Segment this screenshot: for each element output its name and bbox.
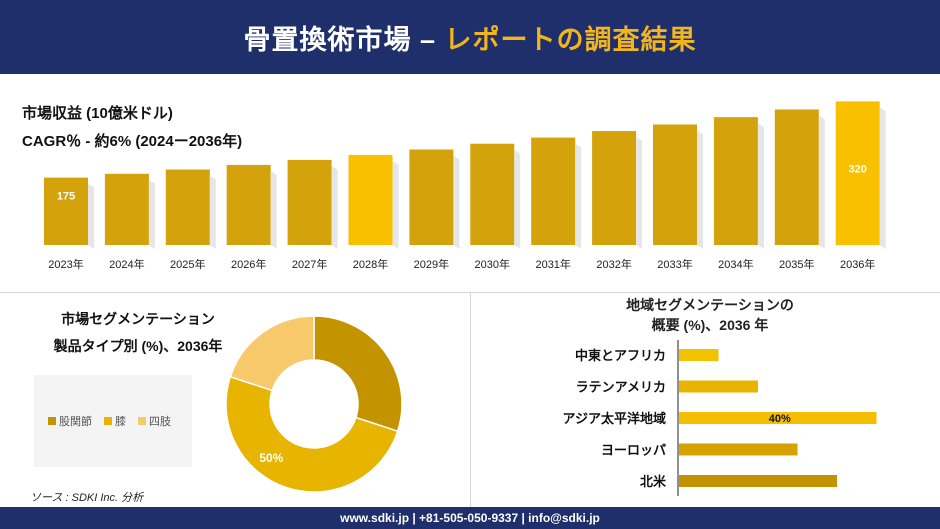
revenue-year-label: 2025年 <box>170 257 205 271</box>
legend-label-extremities: 四肢 <box>149 416 171 428</box>
revenue-bar-shadow <box>818 115 825 249</box>
revenue-bar <box>44 177 88 245</box>
revenue-bar <box>104 173 149 245</box>
legend-item-extremities: 四肢 <box>138 413 171 429</box>
donut-slice <box>313 315 403 433</box>
region-title-line1: 地域セグメンテーションの <box>626 297 794 313</box>
revenue-bar <box>774 109 819 245</box>
revenue-year-label: 2030年 <box>475 257 510 271</box>
region-bar <box>679 412 877 424</box>
region-bar <box>679 443 798 456</box>
revenue-label: 市場収益 (10億米ドル) <box>22 105 173 122</box>
revenue-bar <box>653 124 697 245</box>
region-category-label: ヨーロッパ <box>601 443 666 458</box>
section-divider-horizontal <box>0 292 940 293</box>
revenue-bar-shadow <box>148 179 155 249</box>
section-divider-vertical <box>470 293 471 507</box>
segment-title-line1: 市場セグメンテーション <box>61 311 215 327</box>
legend-swatch-extremities <box>138 417 146 425</box>
revenue-bar-shadow <box>757 123 764 249</box>
legend-item-hip: 股関節 <box>48 413 92 429</box>
revenue-bar <box>531 137 576 245</box>
donut-slice <box>229 315 315 392</box>
revenue-year-label: 2029年 <box>414 257 449 271</box>
product-type-donut-chart: 50% <box>225 315 403 493</box>
region-bar <box>679 475 837 487</box>
revenue-bar-shadow <box>575 143 582 249</box>
revenue-bar-shadow <box>270 170 277 249</box>
revenue-bar <box>470 143 515 245</box>
revenue-year-label: 2024年 <box>109 257 144 271</box>
revenue-data-label: 175 <box>57 191 75 203</box>
revenue-year-label: 2026年 <box>231 257 266 271</box>
revenue-bar-shadow <box>209 175 216 249</box>
segment-title-line2: 製品タイプ別 (%)、2036年 <box>53 338 223 354</box>
revenue-bar-shadow <box>879 107 886 249</box>
contact-footer: www.sdki.jp | +81-505-050-9337 | info@sd… <box>0 507 940 529</box>
legend-label-hip: 股関節 <box>59 416 92 428</box>
revenue-bar <box>835 101 880 245</box>
revenue-year-label: 2032年 <box>596 257 631 271</box>
report-title-highlight: レポートの調査結果 <box>444 24 697 55</box>
region-data-label: 40% <box>769 413 791 425</box>
revenue-bar-shadow <box>697 130 703 249</box>
donut-legend: 股関節 膝 四肢 <box>48 413 171 429</box>
revenue-bar <box>287 159 332 245</box>
cagr-label: CAGR％ - 約6% (2024ー2036年) <box>22 133 243 150</box>
revenue-data-label: 320 <box>849 163 867 175</box>
revenue-bar <box>165 169 210 245</box>
revenue-year-label: 2023年 <box>48 257 83 271</box>
revenue-year-label: 2034年 <box>718 257 753 271</box>
revenue-year-label: 2028年 <box>353 257 388 271</box>
revenue-bar-shadow <box>331 165 338 249</box>
report-title-main: 骨置換術市場 – <box>243 24 436 55</box>
donut-slice <box>225 375 399 493</box>
region-category-label: ラテンアメリカ <box>576 380 666 395</box>
revenue-year-label: 2027年 <box>292 257 327 271</box>
legend-panel <box>34 375 192 467</box>
region-category-label: アジア太平洋地域 <box>563 411 666 426</box>
region-title-line2: 概要 (%)、2036 年 <box>651 317 769 333</box>
revenue-bar <box>592 131 637 245</box>
revenue-bar-chart: 2023年 175 2024年 2025年 2026年 2027年 2028年 2029年 20… <box>44 101 886 271</box>
revenue-bar-shadow <box>636 137 643 249</box>
report-title: 骨置換術市場 – レポートの調査結果 <box>243 18 696 57</box>
revenue-bar-shadow <box>88 183 94 249</box>
revenue-year-label: 2035年 <box>779 257 814 271</box>
revenue-year-label: 2033年 <box>657 257 692 271</box>
legend-item-knee: 膝 <box>104 413 126 429</box>
revenue-bar-shadow <box>453 155 460 249</box>
legend-swatch-hip <box>48 417 56 425</box>
report-header: 骨置換術市場 – レポートの調査結果 <box>0 0 940 74</box>
region-bar <box>679 380 758 393</box>
legend-label-knee: 膝 <box>115 416 126 428</box>
revenue-year-label: 2031年 <box>535 257 570 271</box>
revenue-bar <box>409 149 454 245</box>
donut-slice-label: 50% <box>259 451 283 465</box>
source-note: ソース : SDKI Inc. 分析 <box>30 492 144 504</box>
footer-contact-text: www.sdki.jp | +81-505-050-9337 | info@sd… <box>340 511 600 525</box>
region-bar <box>679 349 719 361</box>
region-category-label: 中東とアフリカ <box>575 348 666 363</box>
revenue-bar-shadow <box>392 160 399 249</box>
region-category-label: 北米 <box>640 474 667 489</box>
legend-swatch-knee <box>104 417 112 425</box>
revenue-bar <box>348 154 393 245</box>
revenue-bar <box>713 117 758 245</box>
revenue-year-label: 2036年 <box>840 257 875 271</box>
revenue-bar-shadow <box>514 149 521 249</box>
revenue-bar <box>226 164 271 245</box>
